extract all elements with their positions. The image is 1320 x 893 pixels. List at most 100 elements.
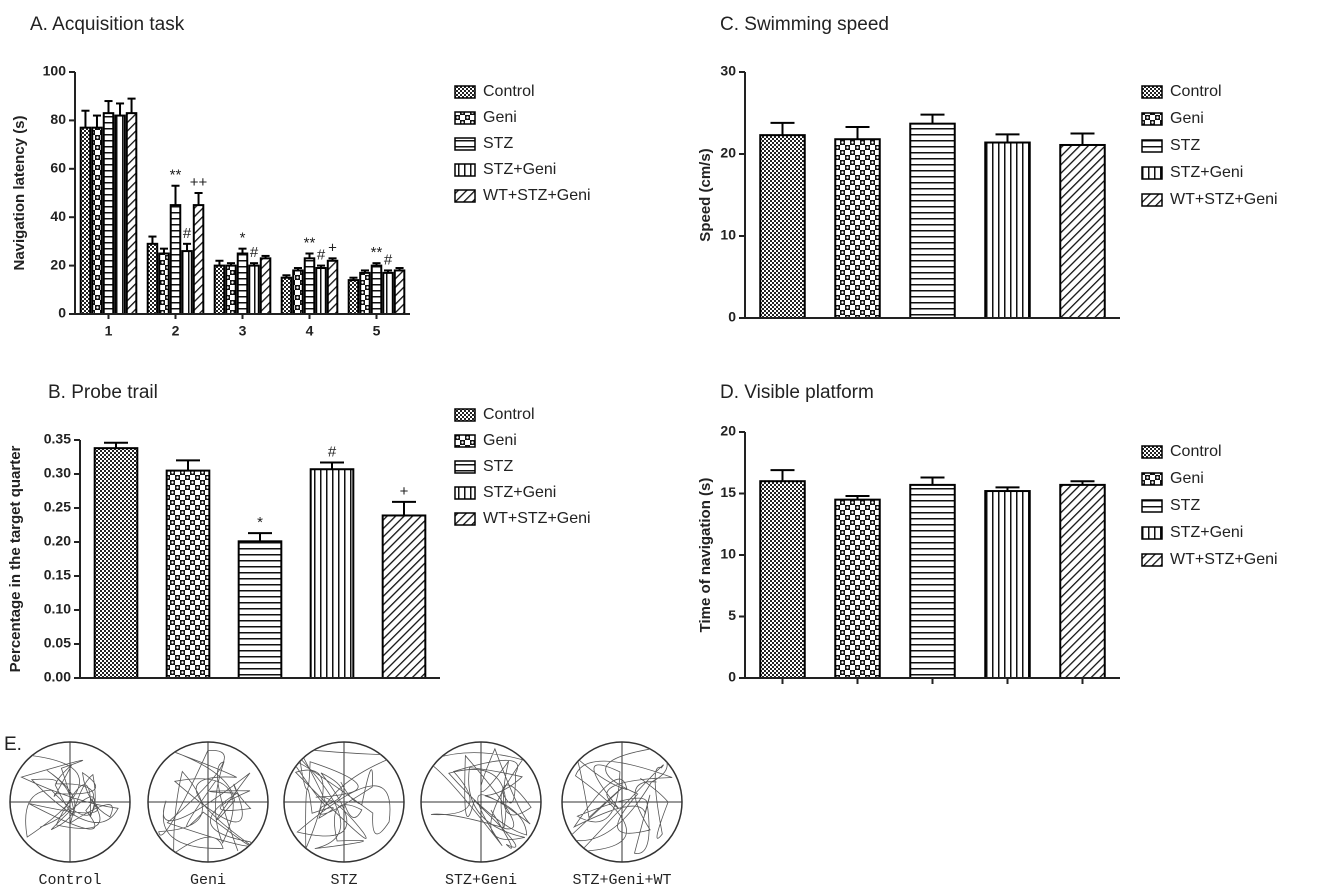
bar bbox=[171, 205, 181, 314]
legend-swatch bbox=[1142, 113, 1162, 125]
y-tick-label: 100 bbox=[43, 63, 67, 79]
bar bbox=[395, 270, 405, 314]
significance-label: # bbox=[328, 443, 337, 460]
panel-label: E. bbox=[4, 734, 22, 755]
legend-label: STZ bbox=[1170, 497, 1200, 514]
significance-label: # bbox=[250, 244, 259, 261]
y-tick-label: 0 bbox=[728, 309, 736, 325]
legend-label: STZ+Geni bbox=[483, 484, 556, 501]
legend-label: STZ bbox=[483, 458, 513, 475]
legend-swatch bbox=[455, 164, 475, 176]
legend-swatch bbox=[1142, 167, 1162, 179]
x-tick-label: 2 bbox=[172, 323, 180, 339]
bar bbox=[215, 266, 225, 314]
chart: D. Visible platform Time of navigation (s… bbox=[697, 382, 1278, 685]
bar bbox=[760, 481, 805, 678]
y-tick-label: 80 bbox=[50, 111, 66, 127]
x-tick-label: 3 bbox=[239, 323, 247, 339]
bar bbox=[1060, 485, 1105, 678]
swim-dish bbox=[148, 742, 268, 862]
significance-label: + bbox=[400, 483, 409, 500]
legend-label: Geni bbox=[483, 109, 517, 126]
bar bbox=[311, 469, 354, 678]
legend-swatch bbox=[1142, 86, 1162, 98]
bar bbox=[985, 491, 1030, 678]
y-tick-label: 15 bbox=[720, 484, 736, 500]
y-tick-label: 20 bbox=[50, 256, 66, 272]
legend-label: Control bbox=[483, 83, 535, 100]
legend-label: WT+STZ+Geni bbox=[483, 187, 591, 204]
y-tick-label: 0.35 bbox=[44, 431, 71, 447]
chart: A. Acquisition task Navigation latency (s… bbox=[11, 14, 591, 339]
chart-title: A. Acquisition task bbox=[30, 14, 185, 35]
y-tick-label: 20 bbox=[720, 423, 736, 439]
significance-label: ** bbox=[304, 234, 316, 251]
significance-label: ** bbox=[371, 244, 383, 261]
y-axis-label: Time of navigation (s) bbox=[697, 478, 714, 633]
legend-swatch bbox=[455, 513, 475, 525]
legend-swatch bbox=[455, 487, 475, 499]
bar bbox=[115, 116, 125, 314]
legend-label: Geni bbox=[1170, 110, 1204, 127]
bar bbox=[360, 273, 370, 314]
y-tick-label: 0.10 bbox=[44, 601, 71, 617]
y-tick-label: 40 bbox=[50, 208, 66, 224]
y-tick-label: 60 bbox=[50, 160, 66, 176]
legend-label: Control bbox=[1170, 443, 1222, 460]
chart-title: B. Probe trail bbox=[48, 382, 158, 403]
bar bbox=[81, 128, 91, 314]
bar bbox=[261, 258, 271, 314]
swim-caption: STZ+Geni+WT bbox=[572, 872, 671, 889]
bar bbox=[226, 266, 236, 314]
y-tick-label: 0.05 bbox=[44, 635, 71, 651]
y-axis-label: Percentage in the target quarter bbox=[7, 445, 24, 672]
legend-swatch bbox=[1142, 500, 1162, 512]
y-axis-label: Navigation latency (s) bbox=[11, 115, 28, 270]
y-tick-label: 20 bbox=[720, 145, 736, 161]
legend-swatch bbox=[455, 112, 475, 124]
bar bbox=[194, 205, 204, 314]
legend-swatch bbox=[1142, 527, 1162, 539]
legend-swatch bbox=[455, 86, 475, 98]
significance-label: ** bbox=[170, 167, 182, 184]
legend-swatch bbox=[455, 409, 475, 421]
swim-dish bbox=[10, 742, 130, 862]
figure: A. Acquisition task Navigation latency (s… bbox=[0, 0, 1320, 893]
bar bbox=[182, 251, 192, 314]
charts: A. Acquisition task Navigation latency (s… bbox=[7, 14, 1278, 685]
legend-swatch bbox=[1142, 473, 1162, 485]
legend-swatch bbox=[1142, 554, 1162, 566]
legend-label: WT+STZ+Geni bbox=[1170, 551, 1278, 568]
bar bbox=[383, 515, 426, 678]
bar bbox=[760, 135, 805, 318]
legend-label: Control bbox=[1170, 83, 1222, 100]
legend-label: WT+STZ+Geni bbox=[1170, 191, 1278, 208]
bar bbox=[104, 113, 114, 314]
bar bbox=[1060, 145, 1105, 318]
bar bbox=[835, 500, 880, 678]
y-tick-label: 10 bbox=[720, 546, 736, 562]
y-tick-label: 5 bbox=[728, 607, 736, 623]
legend-swatch bbox=[455, 435, 475, 447]
legend-label: Geni bbox=[483, 432, 517, 449]
y-axis-label: Speed (cm/s) bbox=[697, 148, 714, 241]
x-tick-label: 5 bbox=[373, 323, 381, 339]
bar bbox=[92, 128, 102, 314]
legend-swatch bbox=[455, 138, 475, 150]
legend-label: STZ bbox=[483, 135, 513, 152]
significance-label: # bbox=[384, 251, 393, 268]
legend-label: Control bbox=[483, 406, 535, 423]
chart-title: D. Visible platform bbox=[720, 382, 874, 403]
bar bbox=[910, 124, 955, 318]
significance-label: # bbox=[317, 247, 326, 264]
y-tick-label: 0.30 bbox=[44, 465, 71, 481]
swim-caption: Geni bbox=[190, 872, 226, 889]
significance-label: * bbox=[240, 230, 246, 247]
bar bbox=[167, 471, 210, 678]
y-tick-label: 0 bbox=[58, 305, 66, 321]
significance-label: + bbox=[328, 239, 337, 256]
bar bbox=[95, 448, 138, 678]
bar bbox=[985, 143, 1030, 318]
y-tick-label: 10 bbox=[720, 227, 736, 243]
